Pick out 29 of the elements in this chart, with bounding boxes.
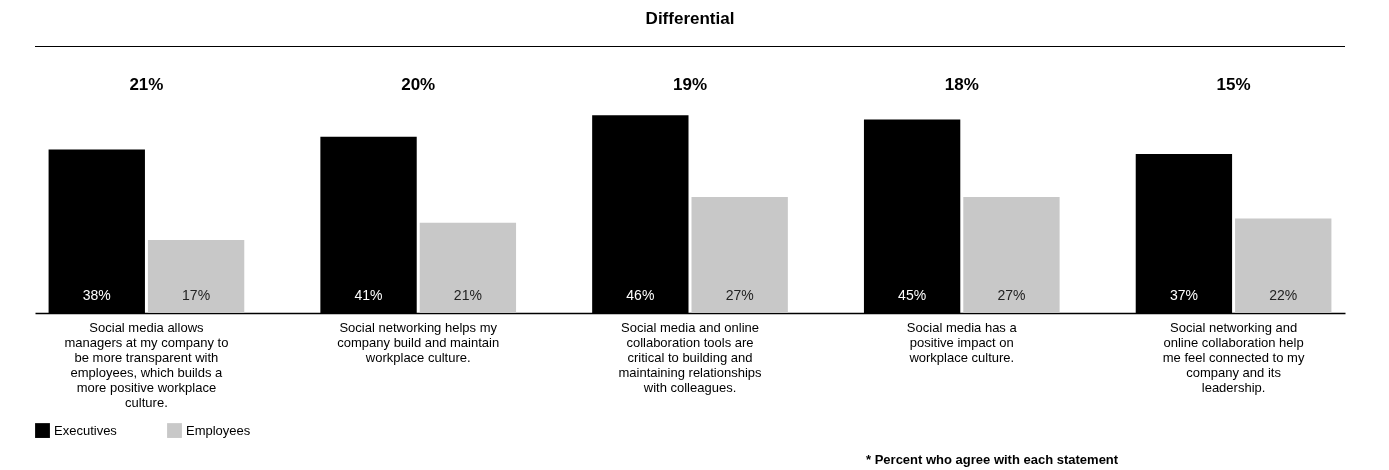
data-label: 38% [82,287,111,303]
bar [963,196,1060,313]
x-tick-label: Social networking and online collaboration help me feel connected to my company and its leadership. [1162,319,1305,395]
bar [691,196,788,313]
text: * Percent who agree with each statement [866,452,1119,467]
bar [1235,218,1332,313]
data-label: 37% [1169,287,1198,303]
bar [147,239,245,313]
x-tick-label: Social media has a positive impact on workplace culture. [906,319,1018,365]
data-label: 46% [626,287,655,303]
text: 15% [1216,75,1251,94]
data-label: 41% [354,287,383,303]
x-tick-label: Social media and online collaboration tools are critical to building and maintaining relationships with colleagues. [618,319,763,395]
text: 18% [944,75,979,94]
data-label: 17% [182,287,211,303]
bar [419,222,517,313]
x-tick-label: Social media allows managers at my company to be more transparent with employees, which builds a more positive workplace culture. [64,319,229,410]
chart-title: Differential [645,9,735,28]
legend-label: Executives [54,422,118,438]
legend-label: Employees [186,422,251,438]
data-label: 27% [997,287,1026,303]
data-label: 22% [1269,287,1298,303]
text: 20% [401,75,436,94]
text: 19% [672,75,708,94]
data-label: 27% [725,287,754,303]
data-label: 21% [453,287,482,303]
x-tick-label: Social networking helps my company build and maintain workplace culture. [337,319,500,365]
data-label: 45% [898,287,927,303]
text: 21% [129,75,164,94]
